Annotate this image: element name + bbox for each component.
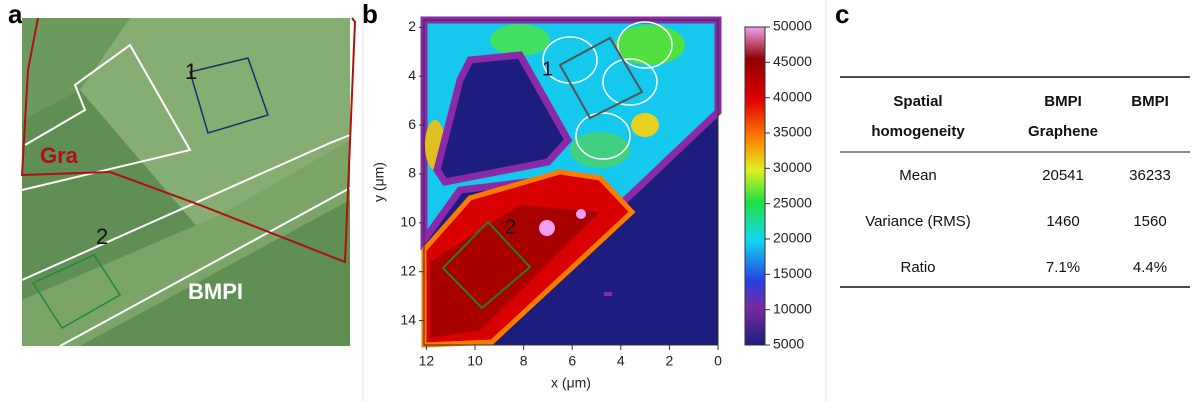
panel-label: b (362, 0, 378, 29)
optical-image (20, 17, 357, 347)
y-tick-label: 12 (400, 262, 416, 278)
table-cell: 20541 (1042, 167, 1084, 184)
table-cell: 1460 (1046, 213, 1079, 230)
x-tick-label: 6 (568, 353, 576, 369)
y-axis-label: y (μm) (371, 162, 387, 202)
x-tick-label: 0 (714, 353, 722, 369)
y-tick-label: 8 (408, 165, 416, 181)
table-cell: Ratio (900, 259, 935, 276)
colorbar-tick-label: 35000 (773, 124, 812, 140)
colorbar-tick-label: 20000 (773, 230, 812, 246)
y-tick-label: 14 (400, 311, 416, 327)
region-label: BMPI (188, 279, 243, 304)
header-cell: BMPI (1131, 93, 1169, 110)
colorbar-tick-label: 15000 (773, 265, 812, 281)
header-cell: Spatial (893, 93, 942, 110)
colorbar-tick-label: 40000 (773, 88, 812, 104)
x-tick-label: 10 (467, 353, 483, 369)
box-label: 1 (542, 58, 553, 80)
y-tick-label: 10 (400, 214, 416, 230)
x-tick-label: 12 (419, 353, 435, 369)
x-tick-label: 8 (520, 353, 528, 369)
header-cell: Graphene (1028, 123, 1098, 140)
panel-label: a (8, 0, 23, 29)
table-cell: 4.4% (1133, 259, 1167, 276)
header-cell: homogeneity (871, 123, 965, 140)
x-axis-label: x (μm) (551, 375, 591, 391)
box-label: 2 (505, 216, 516, 238)
header-cell: BMPI (1044, 93, 1082, 110)
colorbar-tick-label: 10000 (773, 300, 812, 316)
table-cell: Variance (RMS) (865, 213, 971, 230)
colorbar-tick-label: 5000 (773, 336, 804, 352)
panel-label: c (835, 0, 849, 29)
table: Spatial homogeneity BMPI Graphene BMPI Mean 20… (865, 93, 1171, 276)
colorbar-tick-label: 50000 (773, 18, 812, 34)
y-tick-label: 6 (408, 116, 416, 132)
colorbar-tick-label: 30000 (773, 159, 812, 175)
colorbar-tick-label: 25000 (773, 194, 812, 210)
y-tick-label: 2 (408, 18, 416, 34)
table-cell: 7.1% (1046, 259, 1080, 276)
region-label: Gra (40, 143, 79, 168)
colorbar-tick-label: 45000 (773, 53, 812, 69)
table-cell: 36233 (1129, 167, 1171, 184)
table-cell: Mean (899, 167, 937, 184)
box-label: 2 (96, 224, 108, 249)
plot-frame (423, 19, 719, 346)
box-label: 1 (185, 59, 197, 84)
colorbar (744, 26, 766, 346)
x-tick-label: 2 (666, 353, 674, 369)
heatmap-image (420, 16, 722, 348)
table-cell: 1560 (1133, 213, 1166, 230)
x-tick-label: 4 (617, 353, 625, 369)
y-tick-label: 4 (408, 67, 416, 83)
